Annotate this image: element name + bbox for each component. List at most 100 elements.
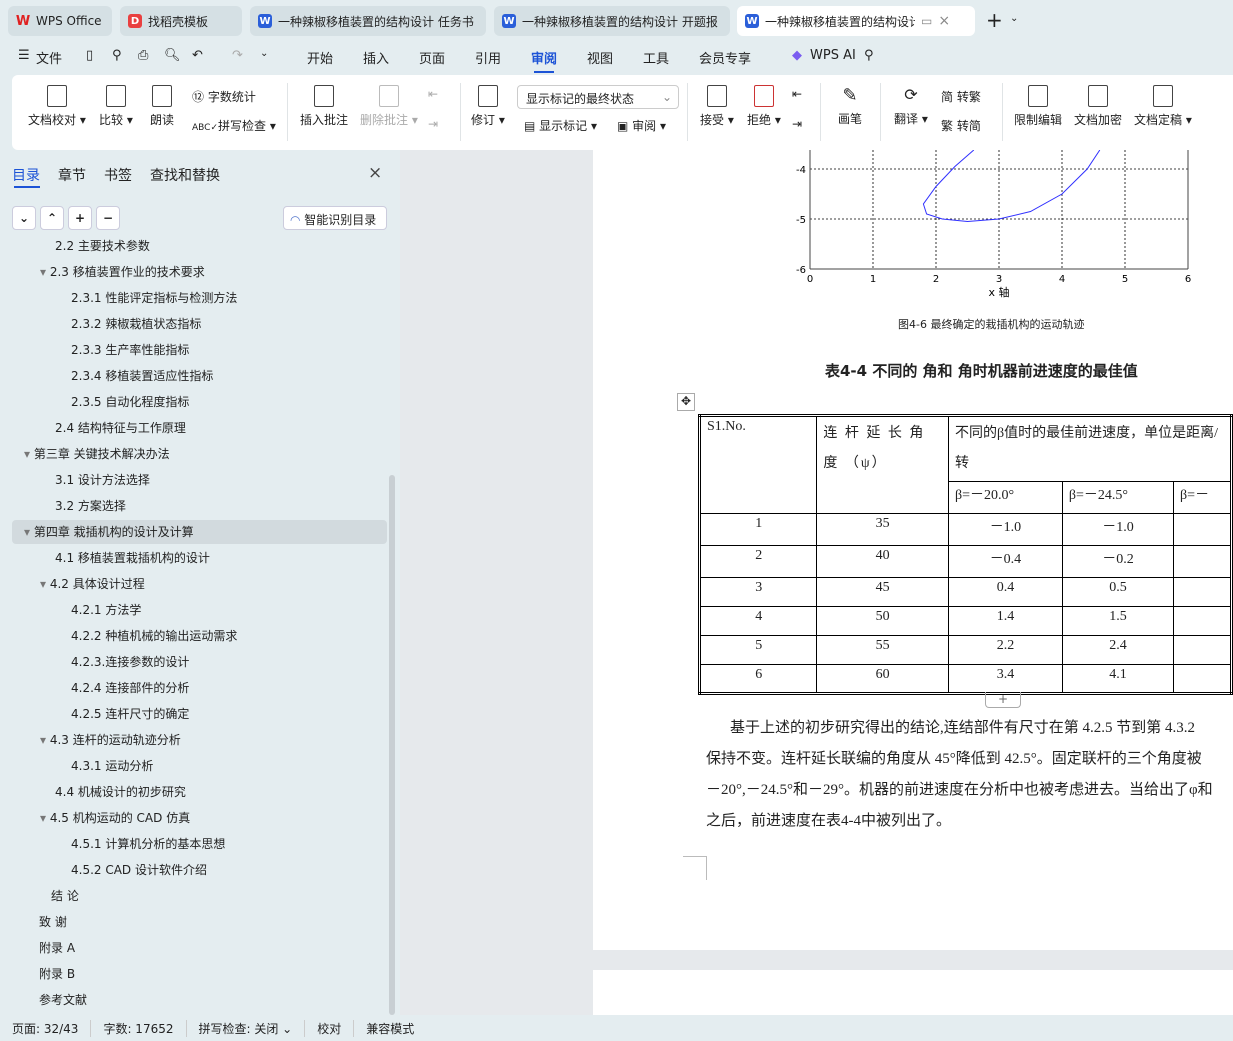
tab-toc[interactable]: 目录: [12, 168, 40, 184]
translate-button[interactable]: ⟳ 翻译 ▾: [894, 85, 928, 126]
toc-item[interactable]: 4.2.2 种植机械的输出运动需求: [0, 624, 237, 648]
toc-item[interactable]: 3.2 方案选择: [0, 494, 126, 518]
encrypt-button[interactable]: 文档加密: [1074, 85, 1122, 128]
next-comment-icon[interactable]: ⇥: [428, 117, 439, 131]
spell-check-status[interactable]: 拼写检查: 关闭 ⌄: [187, 1019, 306, 1037]
accept-button[interactable]: 接受 ▾: [700, 85, 734, 128]
next-change-icon[interactable]: ⇥: [792, 117, 803, 131]
close-icon[interactable]: ×: [368, 163, 383, 183]
save-icon[interactable]: ▯: [86, 48, 94, 63]
menu-file[interactable]: 文件: [36, 52, 63, 67]
toc-item[interactable]: 2.4 结构特征与工作原理: [0, 416, 186, 440]
word-count-button[interactable]: ⑫ 字数统计: [192, 88, 256, 105]
tab-docer[interactable]: D 找稻壳模板: [120, 6, 242, 36]
toc-item[interactable]: ▾ 4.2 具体设计过程: [0, 572, 145, 596]
menu-start[interactable]: 开始: [307, 52, 334, 67]
page-count[interactable]: 页面: 32/43: [0, 1019, 92, 1037]
toc-item[interactable]: 4.1 移植装置栽插机构的设计: [0, 546, 210, 570]
restrict-edit-button[interactable]: 限制编辑: [1014, 85, 1062, 128]
smart-toc-button[interactable]: ◠ 智能识别目录: [283, 206, 387, 230]
finalize-button[interactable]: 文档定稿 ▾: [1134, 85, 1192, 128]
collapse-down-button[interactable]: ⌄: [12, 206, 36, 230]
new-tab-icon[interactable]: +: [986, 8, 1003, 32]
tab-document[interactable]: W 一种辣椒移植装置的结构设计 开题报: [494, 6, 730, 36]
menu-tools[interactable]: 工具: [643, 52, 670, 67]
menu-review[interactable]: 审阅: [531, 48, 557, 73]
prev-comment-icon[interactable]: ⇤: [428, 87, 439, 101]
markup-state-select[interactable]: 显示标记的最终状态 ⌄: [517, 85, 679, 109]
tab-bookmarks[interactable]: 书签: [104, 168, 132, 184]
toc-item[interactable]: 2.3.4 移植装置适应性指标: [0, 364, 213, 388]
toc-item[interactable]: ▾ 第四章 栽插机构的设计及计算: [12, 520, 387, 544]
monitor-icon[interactable]: ▭: [921, 14, 933, 28]
toc-item[interactable]: 附录 B: [0, 962, 75, 986]
chevron-down-icon[interactable]: ⌄: [1010, 13, 1019, 24]
toc-item[interactable]: 4.5.1 计算机分析的基本思想: [0, 832, 225, 856]
undo-icon[interactable]: ↶: [192, 48, 203, 63]
proofread-button[interactable]: 文档校对 ▾: [28, 85, 86, 128]
shrink-button[interactable]: −: [96, 206, 120, 230]
expand-arrow-icon[interactable]: ▾: [40, 577, 50, 591]
delete-comment-button[interactable]: 删除批注 ▾: [360, 85, 418, 128]
toc-item[interactable]: 2.3.1 性能评定指标与检测方法: [0, 286, 237, 310]
toc-item[interactable]: 4.5.2 CAD 设计软件介绍: [0, 858, 207, 882]
toc-item[interactable]: 3.1 设计方法选择: [0, 468, 150, 492]
toc-item[interactable]: 2.3.5 自动化程度指标: [0, 390, 189, 414]
to-simplified-button[interactable]: 繁 转简: [941, 119, 981, 133]
menu-member[interactable]: 会员专享: [699, 52, 752, 67]
word-count[interactable]: 字数: 17652: [91, 1019, 187, 1037]
reject-button[interactable]: 拒绝 ▾: [747, 85, 781, 128]
toc-item[interactable]: ▾ 4.3 连杆的运动轨迹分析: [0, 728, 181, 752]
menu-wps-ai[interactable]: WPS AI: [810, 48, 856, 63]
toc-item[interactable]: 4.4 机械设计的初步研究: [0, 780, 186, 804]
more-icon[interactable]: ⌄: [260, 48, 269, 59]
to-traditional-button[interactable]: 简 转繁: [941, 90, 981, 104]
insert-comment-button[interactable]: 插入批注: [300, 85, 348, 128]
expand-arrow-icon[interactable]: ▾: [40, 811, 50, 825]
tab-document-active[interactable]: W 一种辣椒移植装置的结构设计 ▭ ×: [737, 6, 975, 36]
move-table-icon[interactable]: ✥: [677, 393, 695, 411]
menu-page[interactable]: 页面: [419, 52, 446, 67]
expand-button[interactable]: +: [68, 206, 92, 230]
toc-item[interactable]: 附录 A: [0, 936, 75, 960]
expand-arrow-icon[interactable]: ▾: [24, 447, 34, 461]
review-pane-button[interactable]: ▣ 审阅 ▾: [617, 119, 667, 133]
close-icon[interactable]: ×: [938, 13, 951, 29]
pen-button[interactable]: ✎ 画笔: [838, 85, 862, 127]
expand-arrow-icon[interactable]: ▾: [40, 265, 50, 279]
add-row-button[interactable]: +: [985, 692, 1021, 708]
toc-item[interactable]: ▾ 4.5 机构运动的 CAD 仿真: [0, 806, 190, 830]
print-icon[interactable]: ⎙: [138, 48, 149, 63]
tab-chapters[interactable]: 章节: [58, 168, 86, 184]
share-icon[interactable]: ⚲: [112, 48, 122, 63]
tab-wps-office[interactable]: W WPS Office: [8, 6, 112, 36]
menu-insert[interactable]: 插入: [363, 52, 390, 67]
prev-change-icon[interactable]: ⇤: [792, 87, 803, 101]
toc-item[interactable]: 4.2.3.连接参数的设计: [0, 650, 189, 674]
expand-arrow-icon[interactable]: ▾: [40, 733, 50, 747]
collapse-up-button[interactable]: ⌃: [40, 206, 64, 230]
hamburger-icon[interactable]: ☰: [18, 48, 30, 63]
tab-document[interactable]: W 一种辣椒移植装置的结构设计 任务书: [250, 6, 486, 36]
show-markup-button[interactable]: ▤ 显示标记 ▾: [524, 119, 598, 133]
expand-arrow-icon[interactable]: ▾: [24, 525, 34, 539]
revise-button[interactable]: 修订 ▾: [471, 85, 505, 128]
menu-reference[interactable]: 引用: [475, 52, 502, 67]
search-icon[interactable]: ⚲: [864, 48, 874, 63]
toc-item[interactable]: ▾ 第三章 关键技术解决办法: [0, 442, 170, 466]
toc-item[interactable]: 4.3.1 运动分析: [0, 754, 153, 778]
read-aloud-button[interactable]: 朗读: [150, 85, 174, 128]
spell-check-button[interactable]: ABC✓拼写检查 ▾: [192, 119, 276, 133]
compare-button[interactable]: 比较 ▾: [99, 85, 133, 128]
toc-item[interactable]: 2.3.3 生产率性能指标: [0, 338, 189, 362]
toc-item[interactable]: 4.2.5 连杆尺寸的确定: [0, 702, 189, 726]
toc-item[interactable]: 结 论: [0, 884, 79, 908]
toc-item[interactable]: 4.2.1 方法学: [0, 598, 141, 622]
toc-item[interactable]: 参考文献: [0, 988, 87, 1012]
print-preview-icon[interactable]: 🔍︎: [164, 48, 181, 63]
menu-view[interactable]: 视图: [587, 52, 614, 67]
proofread-status[interactable]: 校对: [305, 1019, 355, 1037]
tab-find-replace[interactable]: 查找和替换: [150, 168, 220, 184]
toc-item[interactable]: ▾ 2.3 移植装置作业的技术要求: [0, 260, 205, 284]
toc-item[interactable]: 致 谢: [0, 910, 67, 934]
